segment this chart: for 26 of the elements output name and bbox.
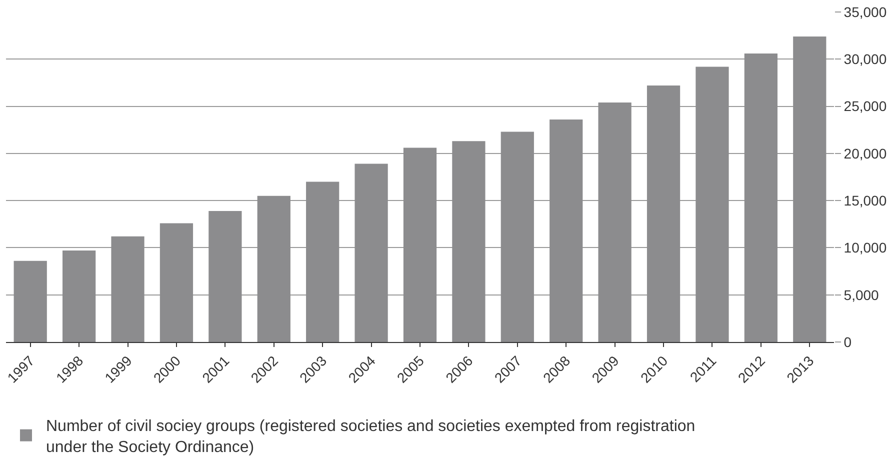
bar [696, 66, 729, 342]
bar [160, 223, 194, 342]
bar [354, 164, 388, 342]
bar [744, 53, 778, 342]
legend-label: Number of civil sociey groups (registered societies and societies exempted from registration under the Society Ordinance) [46, 418, 696, 456]
bar [306, 182, 340, 342]
bar [403, 148, 437, 342]
y-tick-label: 25,000 [844, 98, 887, 114]
bar [646, 86, 680, 342]
y-tick-label: 0 [844, 334, 852, 350]
bar [550, 119, 583, 342]
bar [793, 36, 826, 342]
y-tick-label: 30,000 [844, 51, 887, 68]
y-tick-label: 20,000 [844, 145, 887, 162]
bar [14, 260, 47, 342]
y-tick-label: 10,000 [844, 240, 887, 256]
bar [257, 196, 290, 342]
y-tick-label: 35,000 [844, 4, 887, 20]
bar [62, 250, 96, 342]
bar [111, 236, 144, 342]
y-tick-label: 15,000 [844, 192, 887, 208]
bar [208, 210, 242, 342]
bar [500, 132, 534, 342]
y-tick-label: 5,000 [844, 286, 880, 303]
bar [452, 141, 486, 342]
bar [598, 102, 632, 342]
